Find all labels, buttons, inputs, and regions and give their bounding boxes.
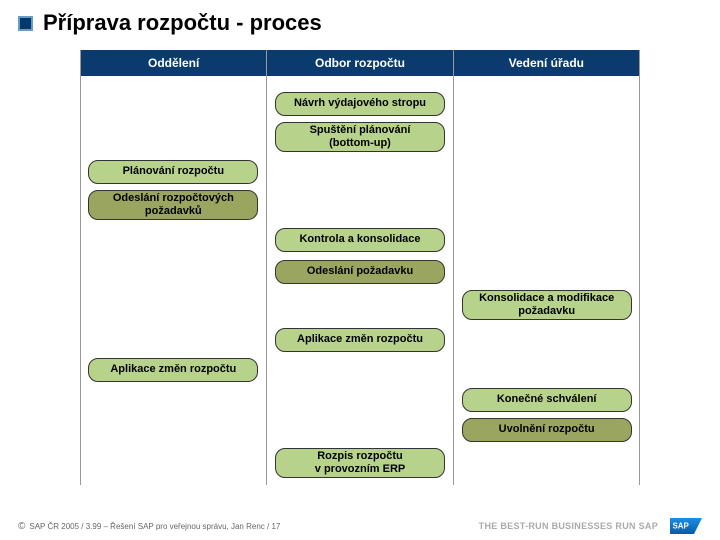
copyright-icon: © <box>18 521 25 532</box>
slide-title: Příprava rozpočtu - proces <box>43 10 322 36</box>
column-header: Vedení úřadu <box>454 50 639 76</box>
process-box: Spuštění plánování (bottom-up) <box>275 122 445 152</box>
process-box: Rozpis rozpočtu v provozním ERP <box>275 448 445 478</box>
process-box: Uvolnění rozpočtu <box>462 418 632 442</box>
column-header: Odbor rozpočtu <box>267 50 452 76</box>
process-box: Návrh výdajového stropu <box>275 92 445 116</box>
process-box: Aplikace změn rozpočtu <box>88 358 258 382</box>
svg-text:SAP: SAP <box>672 522 689 531</box>
sap-logo-icon: SAP <box>670 518 702 534</box>
process-box: Plánování rozpočtu <box>88 160 258 184</box>
column-header: Oddělení <box>81 50 266 76</box>
process-box: Odeslání požadavku <box>275 260 445 284</box>
process-box: Odeslání rozpočtových požadavků <box>88 190 258 220</box>
footer-tagline: THE BEST-RUN BUSINESSES RUN SAP <box>479 521 658 531</box>
swimlane-diagram: OdděleníOdbor rozpočtuVedení úřadu Návrh… <box>80 50 640 485</box>
process-box: Konečné schválení <box>462 388 632 412</box>
process-box: Aplikace změn rozpočtu <box>275 328 445 352</box>
title-row: Příprava rozpočtu - proces <box>0 0 720 42</box>
footer-text: SAP ČR 2005 / 3.99 – Řešení SAP pro veře… <box>29 522 280 531</box>
process-box: Kontrola a konsolidace <box>275 228 445 252</box>
footer: © SAP ČR 2005 / 3.99 – Řešení SAP pro ve… <box>18 518 702 534</box>
title-square-icon <box>18 16 33 31</box>
swimlane-column: Oddělení <box>80 50 267 485</box>
process-box: Konsolidace a modifikace požadavku <box>462 290 632 320</box>
